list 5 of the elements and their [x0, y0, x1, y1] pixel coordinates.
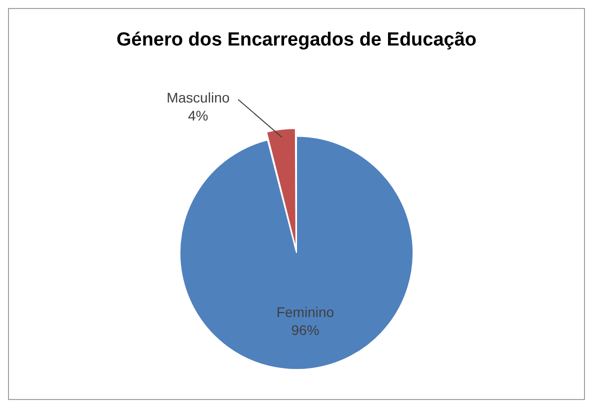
slice-label: Masculino [166, 89, 230, 106]
slice-label: Feminino [276, 304, 334, 320]
data-label: 96% [291, 322, 320, 338]
data-label: 4% [188, 107, 208, 124]
chart-title: Género dos Encarregados de Educação [116, 30, 477, 51]
